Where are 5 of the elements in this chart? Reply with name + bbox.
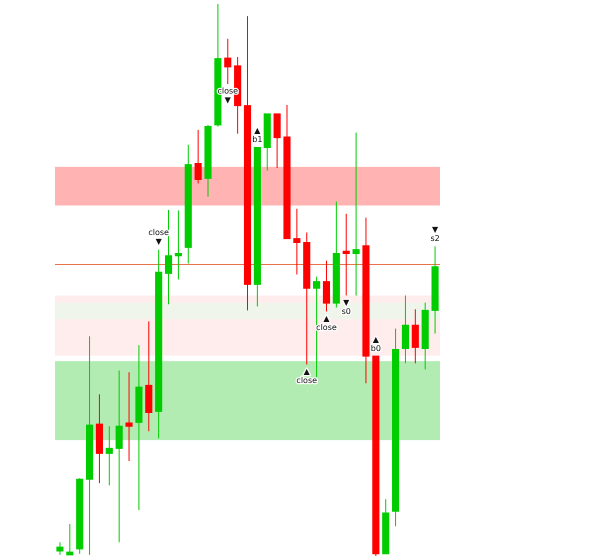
annotation: ▼ s0 [342,298,351,316]
annotation: ▲ b1 [252,126,262,144]
annotation: ▲ b0 [370,334,381,353]
annotation: ▲ close [296,367,318,386]
annotation: ▼ s2 [430,224,440,243]
